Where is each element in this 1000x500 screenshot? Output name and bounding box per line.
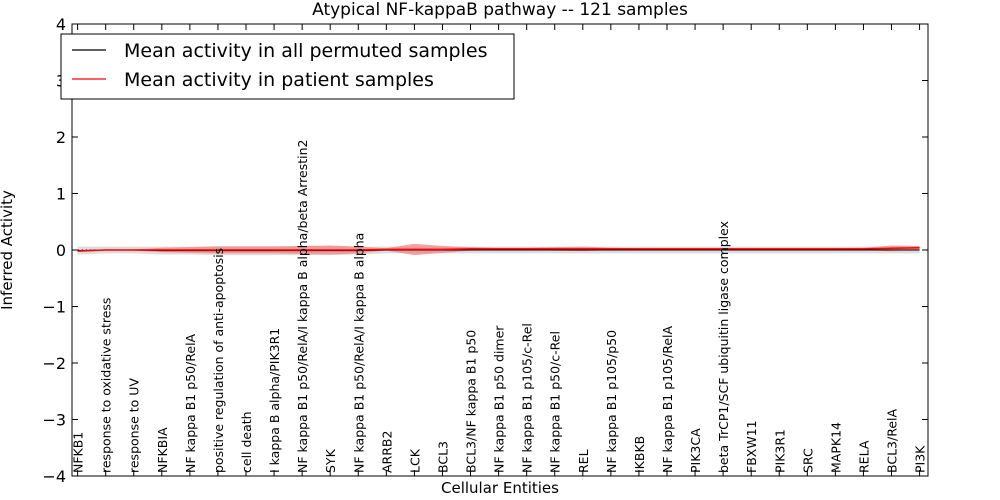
plot-area (77, 243, 920, 256)
x-tick-label: positive regulation of anti-apoptosis (211, 248, 226, 473)
x-tick-label: IKBKB (632, 436, 647, 473)
x-tick-label: PIK3CA (688, 428, 703, 473)
x-tick-label: PIK3R1 (772, 429, 787, 473)
y-tick-label: 0 (56, 241, 66, 260)
y-tick-label: −2 (42, 354, 66, 373)
x-tick-label: REL (576, 449, 591, 473)
x-tick-label: MAPK14 (828, 422, 843, 473)
x-tick-label: NF kappa B1 p50/RelA/I kappa B alpha (351, 233, 366, 473)
x-tick-label: SYK (323, 448, 338, 473)
x-tick-label: NFKB1 (71, 432, 86, 473)
x-tick-label: NFKBIA (155, 427, 170, 473)
y-tick-label: 2 (56, 128, 66, 147)
x-tick-label: cell death (239, 411, 254, 473)
x-tick-label: ARRB2 (379, 431, 394, 473)
x-tick-label: SRC (800, 448, 815, 473)
y-axis-label: Inferred Activity (0, 190, 16, 310)
x-tick-label: NF kappa B1 p50/RelA (183, 333, 198, 473)
x-axis: NFKB1 response to oxidative stress respons… (71, 24, 928, 476)
x-tick-label: FBXW11 (744, 420, 759, 473)
legend-label-patient: Mean activity in patient samples (124, 69, 434, 91)
y-tick-label: 4 (56, 15, 66, 34)
x-tick-label: LCK (407, 448, 422, 473)
x-tick-label: beta TrCP1/SCF ubiquitin ligase complex (716, 221, 731, 473)
x-tick-label: NF kappa B1 p105/c-Rel (520, 323, 535, 473)
chart-title: Atypical NF-kappaB pathway -- 121 sample… (312, 0, 688, 20)
x-tick-label: BCL3/NF kappa B1 p50 (464, 330, 479, 473)
x-tick-label: NF kappa B1 p50/RelA/I kappa B alpha/bet… (295, 140, 310, 474)
x-tick-label: I kappa B alpha/PIK3R1 (267, 328, 282, 473)
x-tick-label: BCL3/RelA (885, 409, 900, 473)
y-tick-label: −1 (42, 298, 66, 317)
y-tick-label: −4 (42, 467, 66, 486)
y-tick-label: −3 (42, 411, 66, 430)
x-tick-label: NF kappa B1 p105/RelA (660, 326, 675, 473)
series-line-patient (77, 246, 920, 252)
x-tick-label: RELA (856, 440, 871, 473)
legend-label-permuted: Mean activity in all permuted samples (124, 40, 487, 62)
x-tick-label: NF kappa B1 p50 dimer (492, 325, 507, 473)
x-tick-label: NF kappa B1 p50/c-Rel (548, 331, 563, 473)
x-tick-label: NF kappa B1 p105/p50 (604, 330, 619, 473)
x-tick-label: PI3K (913, 445, 928, 473)
y-tick-label: 1 (56, 185, 66, 204)
x-tick-label: response to UV (127, 378, 142, 473)
legend-box (60, 33, 515, 100)
legend: Mean activity in all permuted samples Me… (60, 33, 515, 100)
x-tick-label: response to oxidative stress (99, 298, 114, 473)
x-axis-label: Cellular Entities (441, 479, 559, 497)
x-tick-label: BCL3 (435, 441, 450, 473)
